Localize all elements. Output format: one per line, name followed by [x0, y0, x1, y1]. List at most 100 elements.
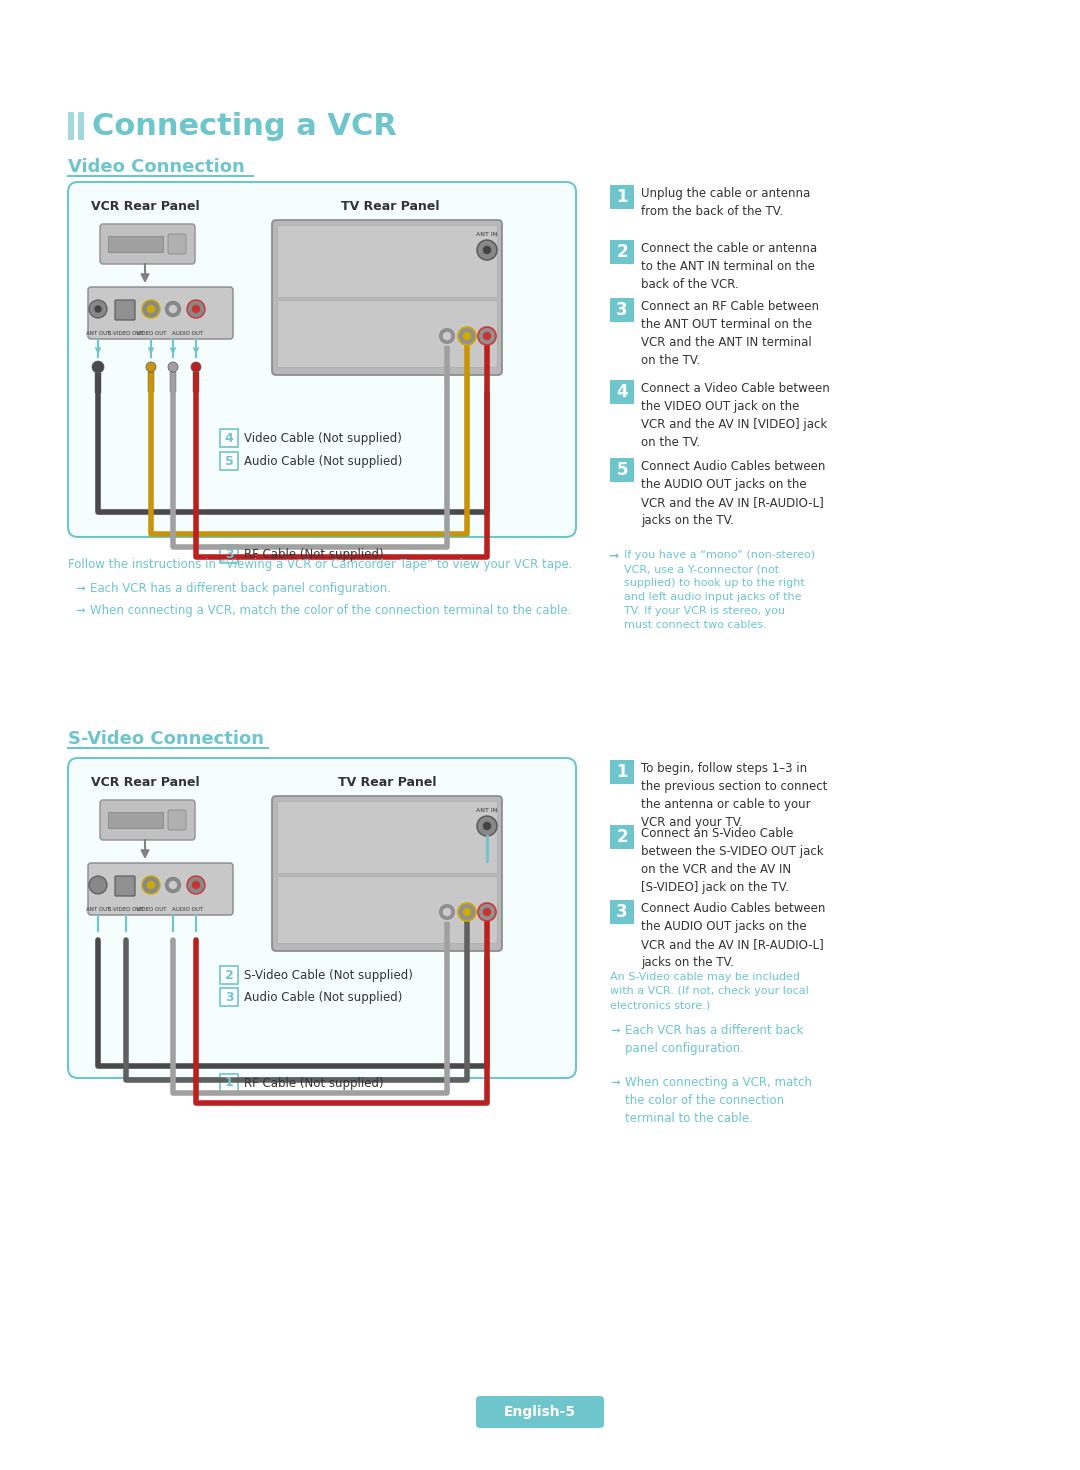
Bar — [610, 185, 634, 209]
Text: ➞: ➞ — [608, 550, 619, 563]
Circle shape — [95, 306, 102, 312]
Text: ANT OUT: ANT OUT — [85, 907, 110, 911]
Text: ANT IN: ANT IN — [476, 232, 498, 237]
Bar — [220, 451, 238, 470]
Text: Unplug the cable or antenna
from the back of the TV.: Unplug the cable or antenna from the bac… — [642, 187, 810, 218]
FancyBboxPatch shape — [168, 810, 186, 831]
Text: An S-Video cable may be included
with a VCR. (If not, check your local
electroni: An S-Video cable may be included with a … — [610, 972, 809, 1010]
Text: Each VCR has a different back panel configuration.: Each VCR has a different back panel conf… — [90, 582, 391, 595]
FancyBboxPatch shape — [272, 795, 502, 951]
Bar — [193, 372, 199, 392]
Circle shape — [484, 908, 490, 916]
Bar — [220, 966, 238, 983]
Bar — [108, 811, 163, 828]
Circle shape — [164, 876, 183, 894]
FancyBboxPatch shape — [476, 1396, 604, 1427]
Circle shape — [146, 362, 156, 372]
Circle shape — [444, 908, 450, 916]
Circle shape — [168, 362, 178, 372]
Text: VIDEO OUT: VIDEO OUT — [136, 907, 166, 911]
Circle shape — [148, 306, 154, 313]
Circle shape — [484, 823, 490, 829]
Text: Connect a Video Cable between
the VIDEO OUT jack on the
VCR and the AV IN [VIDEO: Connect a Video Cable between the VIDEO … — [642, 382, 829, 448]
Text: ➞: ➞ — [610, 1076, 620, 1089]
Text: Connecting a VCR: Connecting a VCR — [92, 112, 396, 141]
FancyBboxPatch shape — [68, 759, 576, 1078]
Circle shape — [187, 876, 205, 894]
FancyBboxPatch shape — [68, 182, 576, 537]
Circle shape — [92, 362, 104, 373]
Circle shape — [164, 300, 183, 318]
FancyBboxPatch shape — [68, 112, 75, 140]
Text: S-Video Cable (Not supplied): S-Video Cable (Not supplied) — [244, 969, 413, 982]
Bar — [276, 876, 497, 942]
Text: VCR Rear Panel: VCR Rear Panel — [91, 200, 200, 213]
Text: ➞: ➞ — [75, 582, 85, 595]
FancyBboxPatch shape — [100, 223, 195, 265]
Circle shape — [444, 332, 450, 340]
Text: Connect Audio Cables between
the AUDIO OUT jacks on the
VCR and the AV IN [R-AUD: Connect Audio Cables between the AUDIO O… — [642, 460, 825, 528]
Text: 1: 1 — [617, 188, 627, 206]
Bar — [276, 300, 497, 368]
Text: Video Cable (Not supplied): Video Cable (Not supplied) — [244, 432, 402, 444]
FancyBboxPatch shape — [114, 876, 135, 897]
Bar — [148, 372, 154, 392]
Text: 5: 5 — [225, 454, 233, 467]
Text: ➞: ➞ — [610, 1025, 620, 1036]
Text: Audio Cable (Not supplied): Audio Cable (Not supplied) — [244, 991, 403, 1004]
Text: TV Rear Panel: TV Rear Panel — [341, 200, 440, 213]
Text: S-Video Connection: S-Video Connection — [68, 731, 264, 748]
Circle shape — [478, 903, 496, 922]
Bar — [610, 459, 634, 482]
Text: Connect the cable or antenna
to the ANT IN terminal on the
back of the VCR.: Connect the cable or antenna to the ANT … — [642, 243, 818, 291]
Text: ANT IN: ANT IN — [476, 809, 498, 813]
Text: VIDEO OUT: VIDEO OUT — [136, 331, 166, 337]
Circle shape — [438, 903, 456, 922]
Text: ➞: ➞ — [75, 604, 85, 617]
Circle shape — [192, 882, 200, 888]
FancyBboxPatch shape — [87, 863, 233, 914]
Circle shape — [477, 240, 497, 260]
Circle shape — [458, 326, 476, 345]
Circle shape — [89, 876, 107, 894]
Bar — [610, 240, 634, 265]
Text: S-VIDEO OUT: S-VIDEO OUT — [108, 907, 144, 911]
Bar — [220, 988, 238, 1005]
Text: TV Rear Panel: TV Rear Panel — [338, 776, 436, 789]
Text: 1: 1 — [225, 1076, 233, 1089]
Text: VCR Rear Panel: VCR Rear Panel — [91, 776, 200, 789]
Text: AUDIO OUT: AUDIO OUT — [173, 331, 203, 337]
Bar — [108, 237, 163, 251]
Circle shape — [463, 908, 471, 916]
Circle shape — [484, 247, 490, 253]
FancyBboxPatch shape — [87, 287, 233, 340]
Bar — [610, 760, 634, 784]
Text: ANT OUT: ANT OUT — [85, 331, 110, 337]
Text: RF Cable (Not supplied): RF Cable (Not supplied) — [244, 1076, 383, 1089]
Circle shape — [148, 882, 154, 888]
Bar — [610, 900, 634, 925]
Text: 4: 4 — [225, 432, 233, 444]
Bar — [276, 225, 497, 297]
Text: To begin, follow steps 1–3 in
the previous section to connect
the antenna or cab: To begin, follow steps 1–3 in the previo… — [642, 761, 827, 829]
Text: 3: 3 — [617, 903, 627, 922]
Circle shape — [438, 326, 456, 345]
Text: 2: 2 — [225, 969, 233, 982]
Bar — [276, 801, 497, 873]
Bar — [610, 298, 634, 322]
Circle shape — [478, 326, 496, 345]
Text: S-VIDEO OUT: S-VIDEO OUT — [108, 331, 144, 337]
Circle shape — [484, 332, 490, 340]
Text: 2: 2 — [617, 828, 627, 847]
Bar — [170, 372, 176, 392]
FancyBboxPatch shape — [114, 300, 135, 320]
Circle shape — [89, 300, 107, 318]
Bar — [610, 381, 634, 404]
Circle shape — [170, 306, 176, 313]
Text: 3: 3 — [225, 547, 233, 560]
Text: When connecting a VCR, match
the color of the connection
terminal to the cable.: When connecting a VCR, match the color o… — [625, 1076, 812, 1125]
Circle shape — [170, 882, 176, 888]
Text: 5: 5 — [617, 462, 627, 479]
Text: Video Connection: Video Connection — [68, 157, 245, 176]
Circle shape — [141, 300, 160, 318]
